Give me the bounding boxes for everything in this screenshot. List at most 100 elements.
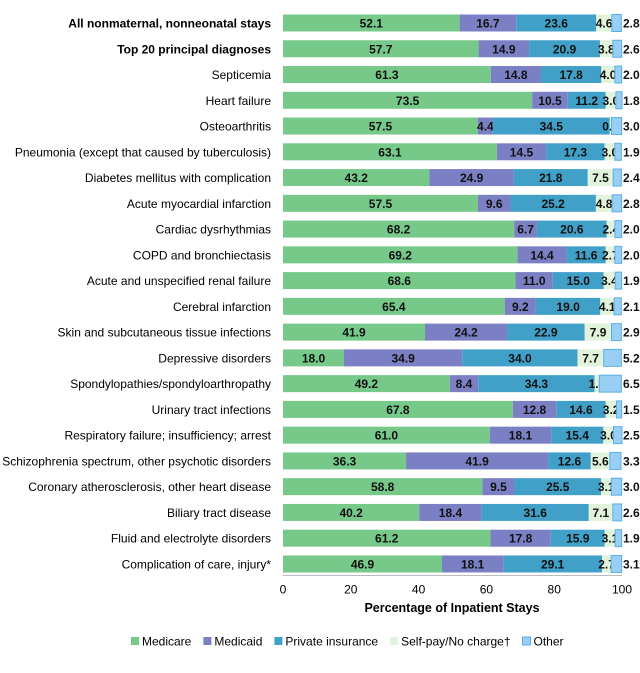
bar-segment-private-insurance (503, 555, 602, 573)
bar-segment-medicare (283, 529, 491, 547)
data-label: 40.2 (339, 506, 363, 520)
data-label: 58.8 (371, 480, 395, 494)
data-label: 68.2 (387, 223, 411, 237)
category-label: Diabetes mellitus with complication (85, 171, 271, 185)
bar-segment-private-insurance (492, 117, 610, 135)
category-label: Skin and subcutaneous tissue infections (58, 326, 271, 340)
x-axis: 0 20 40 60 80 100 (280, 574, 632, 596)
bar-segment-medicare (283, 169, 430, 187)
legend-swatch (274, 637, 283, 645)
bar-segment-other (614, 245, 623, 264)
legend-label: Medicaid (214, 635, 262, 649)
data-label: 7.7 (582, 351, 599, 365)
bar-segment-other (612, 503, 623, 522)
bar-segment-self-pay-no-charge- (601, 555, 612, 573)
data-label: 2.1 (623, 300, 640, 314)
category-label: Fluid and electrolyte disorders (111, 532, 271, 546)
legend-label: Self-pay/No charge† (401, 635, 510, 649)
data-label: 25.5 (546, 480, 570, 494)
data-label: 29.1 (541, 557, 565, 571)
data-label: 4.0 (600, 68, 617, 82)
bar-segment-other (611, 194, 623, 213)
data-label: 41.9 (342, 326, 366, 340)
data-label: 67.8 (386, 403, 410, 417)
data-label: 25.2 (542, 197, 566, 211)
data-label: 1.9 (623, 145, 640, 159)
data-label: 3.8 (598, 42, 615, 56)
category-label: All nonmaternal, nonneonatal stays (68, 17, 271, 31)
bar-segment-other (614, 271, 623, 290)
data-label: 2.8 (623, 17, 640, 31)
x-tick-label: 100 (612, 582, 632, 596)
x-axis-title: Percentage of Inpatient Stays (364, 601, 539, 615)
data-label: 14.9 (492, 42, 516, 56)
data-label: 3.1 (602, 532, 619, 546)
data-label: 2.6 (623, 506, 640, 520)
data-label: 21.8 (539, 171, 563, 185)
data-label: 5.6 (592, 454, 609, 468)
data-label: 1.9 (623, 274, 640, 288)
data-label: 20.9 (553, 42, 577, 56)
bar-segment-private-insurance (552, 272, 604, 290)
data-label: 2.8 (623, 197, 640, 211)
legend-label: Other (534, 635, 564, 649)
data-label: 68.6 (388, 274, 412, 288)
category-label: Acute myocardial infarction (127, 197, 271, 211)
bar-segment-other (613, 297, 622, 316)
bar-segment-self-pay-no-charge- (577, 349, 604, 367)
data-label: 4.4 (477, 120, 494, 134)
data-label: 14.8 (504, 68, 528, 82)
category-label: Schizophrenia spectrum, other psychotic … (2, 454, 271, 468)
legend-swatch (203, 637, 212, 645)
bar-segment-private-insurance (516, 14, 597, 32)
data-label: 17.8 (559, 68, 583, 82)
bar-segment-medicaid (489, 426, 552, 444)
bar-segment-other (614, 529, 623, 548)
data-label: 57.5 (369, 120, 393, 134)
bar-segment-other (612, 168, 622, 187)
bar-segment-private-insurance (566, 246, 606, 264)
x-tick-label: 20 (344, 582, 358, 596)
data-label: 52.1 (360, 17, 384, 31)
bar-segment-other (613, 426, 623, 445)
data-label: 3.4 (601, 274, 618, 288)
data-label: 7.1 (592, 506, 609, 520)
bar-segment-self-pay-no-charge- (604, 529, 616, 547)
bar-segment-private-insurance (514, 478, 601, 496)
bar-segment-medicare (283, 555, 442, 573)
bar-segment-other (611, 14, 622, 32)
bar-segment-medicaid (478, 40, 530, 58)
data-label: 3.2 (603, 403, 620, 417)
bar-segment-medicare (283, 478, 483, 496)
bar-segment-medicaid (496, 143, 547, 161)
bar-segment-medicare (283, 143, 497, 161)
data-label: 24.9 (460, 171, 484, 185)
data-label: 34.0 (508, 351, 532, 365)
legend-swatch (522, 636, 532, 646)
bar-segment-medicare (283, 323, 426, 341)
bar-segment-medicare (283, 272, 516, 290)
data-label: 18.1 (509, 429, 533, 443)
bar-segment-self-pay-no-charge- (588, 503, 613, 521)
data-label: 3.0 (602, 94, 619, 108)
bar-segment-private-insurance (540, 66, 602, 84)
category-label: Osteoarthritis (200, 120, 271, 134)
data-label: 12.8 (523, 403, 547, 417)
data-label: 14.6 (569, 403, 593, 417)
bar-segment-medicare (283, 117, 478, 135)
bar-segment-self-pay-no-charge- (587, 169, 614, 187)
data-label: 3.0 (623, 120, 640, 134)
data-label: 1.9 (623, 532, 640, 546)
data-label: 2.6 (623, 42, 640, 56)
bar-segment-other (614, 220, 623, 239)
data-label: 11.0 (523, 274, 546, 288)
category-label: Coronary atherosclerosis, other heart di… (28, 480, 271, 494)
data-label: 15.0 (567, 274, 591, 288)
legend: Medicare Medicaid Private insurance Self-pa… (131, 635, 564, 649)
bar-segment-self-pay-no-charge- (584, 323, 612, 341)
data-label: 31.6 (524, 506, 548, 520)
bar-segment-other (609, 451, 622, 470)
data-label: 3.0 (623, 480, 640, 494)
x-tick-label: 60 (480, 582, 494, 596)
